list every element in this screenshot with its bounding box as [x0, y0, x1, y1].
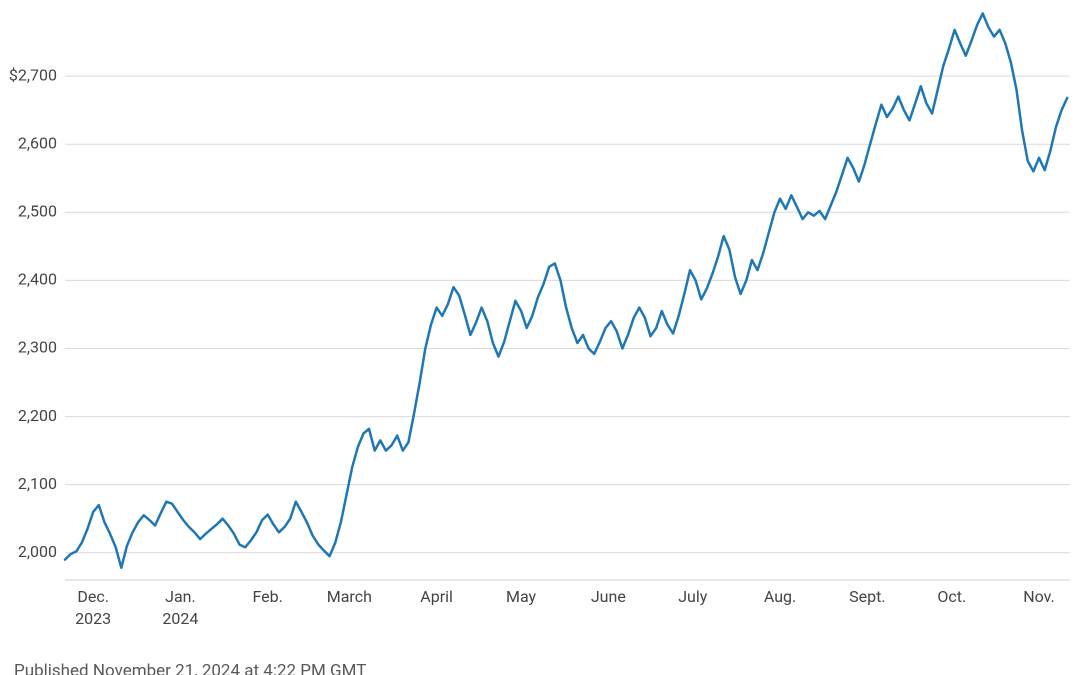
y-axis-label: 2,300 — [18, 338, 57, 357]
x-axis-label: May — [506, 587, 537, 606]
y-axis-label: 2,400 — [18, 270, 57, 289]
x-axis-label: Jan. — [165, 587, 196, 606]
x-axis-label: 2024 — [162, 609, 198, 628]
x-axis-label: 2023 — [75, 609, 111, 628]
published-timestamp: Published November 21, 2024 at 4:22 PM G… — [14, 661, 366, 675]
y-axis-label: 2,100 — [18, 474, 57, 493]
y-axis-label: 2,500 — [18, 202, 57, 221]
x-axis-label: April — [420, 587, 453, 606]
x-axis-label: July — [678, 587, 708, 606]
x-axis-label: Oct. — [937, 587, 966, 606]
y-axis-label: 2,600 — [18, 133, 57, 152]
x-axis-label: Dec. — [77, 587, 109, 606]
x-axis-label: Feb. — [253, 587, 283, 606]
y-axis-label: 2,000 — [18, 542, 57, 561]
chart-container: 2,000 2,100 2,200 2,300 2,400 2,500 2,600 $2,70… — [0, 0, 1080, 675]
price-line-chart: 2,000 2,100 2,200 2,300 2,400 2,500 2,600 $2,70… — [0, 0, 1080, 675]
x-axis-label: Nov. — [1023, 587, 1055, 606]
x-axis-label: Aug. — [764, 587, 796, 606]
x-axis-label: March — [327, 587, 372, 606]
x-axis-label: June — [591, 587, 626, 606]
y-axis-label: 2,200 — [18, 406, 57, 425]
x-axis-label: Sept. — [849, 587, 885, 606]
y-axis-label: $2,700 — [9, 65, 57, 84]
